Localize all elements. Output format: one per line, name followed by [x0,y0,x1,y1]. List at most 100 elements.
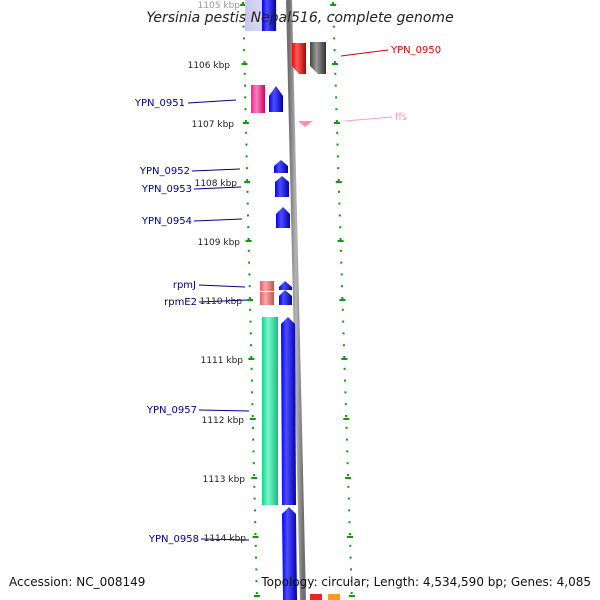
scale-dot [341,308,344,311]
scale-dot [340,273,343,276]
scale-dot [247,214,249,217]
feature-rpme2 [279,290,292,305]
scale-major-tick [335,181,342,183]
feature-rpme2-salmon [260,292,274,305]
tick-label-1107: 1107 kbp [192,120,235,130]
scale-major-tick [242,122,249,124]
feature-ypn-0953 [275,176,289,197]
scale-dot [350,592,353,594]
scale-dot [242,13,245,16]
scale-dot [243,49,246,52]
scale-dot [335,108,338,111]
scale-dot [347,474,349,476]
gene-label-ypn-0953[interactable]: YPN_0953 [141,184,192,195]
scale-major-tick [332,63,338,65]
gene-label-ypn-0958[interactable]: YPN_0958 [148,534,199,545]
scale-dot [249,332,252,335]
tick-label-1114: 1114 kbp [204,534,247,544]
scale-dot [250,356,253,358]
scale-dot [253,474,256,476]
scale-dot [249,308,252,311]
scale-dot [254,533,257,535]
gene-label-ypn-0950[interactable]: YPN_0950 [390,45,441,56]
scale-dot [253,485,256,488]
scale-dot [343,367,346,370]
scale-dot [342,332,345,335]
scale-dot [244,96,247,99]
scale-major-tick [348,595,355,597]
scale-dot [343,356,346,358]
scale-dot [252,462,255,465]
feature-rpmj [279,281,292,290]
scale-major-tick [240,4,247,6]
gene-label-ypn-0957[interactable]: YPN_0957 [146,405,197,416]
scale-dot [345,415,348,417]
scale-dot [254,544,257,547]
right-scale-dots [330,2,355,597]
scale-dot [245,167,248,170]
scale-major-tick [247,299,253,301]
scale-dot [251,415,254,417]
scale-dot [345,438,348,441]
scale-dot [242,37,245,40]
scale-dot [255,580,258,583]
scale-dot [332,2,335,4]
scale-dot [336,131,339,134]
scale-dot [350,580,353,583]
scale-dot [347,497,350,500]
gene-label-rpme2[interactable]: rpmE2 [164,297,197,308]
scale-dot [247,226,250,229]
scale-dot [341,297,344,299]
scale-major-tick [330,4,337,6]
scale-dot [253,509,256,512]
scale-dot [254,521,257,524]
scale-dot [346,462,349,465]
scale-major-tick [337,240,344,242]
scale-dot [334,72,337,75]
gene-label-ffs[interactable]: ffs [395,112,407,123]
scale-dot [338,190,340,193]
scale-dot [244,120,247,122]
gene-label-ypn-0952[interactable]: YPN_0952 [139,166,190,177]
gene-label-ypn-0954[interactable]: YPN_0954 [141,216,192,227]
scale-dot [249,320,252,323]
scale-dot [246,190,249,193]
scale-dot [253,497,256,500]
scale-dot [244,84,246,87]
feature-green-0957 [262,317,278,505]
scale-dot [255,568,258,571]
genome-backbone [286,0,306,600]
scale-dot [251,391,254,394]
feature-bottom-orange [328,594,340,600]
scale-major-tick [251,477,258,479]
scale-dot [338,214,341,217]
scale-major-tick [249,418,256,420]
feature-ypn-0952 [274,160,288,173]
scale-dot [247,238,250,240]
scale-dot [345,426,348,429]
scale-major-tick [245,240,252,242]
scale-dot [334,84,337,87]
label-leaders [187,49,393,541]
scale-dot [243,72,246,75]
scale-dot [333,37,336,40]
tick-label-1105: 1105 kbp [198,1,241,11]
scale-dot [250,379,253,382]
scale-dot [246,179,249,181]
scale-dot [252,450,255,453]
scale-dot [335,120,338,122]
scale-dot [336,143,339,146]
scale-dot [333,49,336,52]
gene-label-rpmj[interactable]: rpmJ [173,280,196,291]
scale-dot [252,426,254,429]
scale-dot [245,131,248,134]
scale-dot [342,344,345,347]
tick-label-1111: 1111 kbp [201,356,244,366]
gene-label-ypn-0951[interactable]: YPN_0951 [134,98,185,109]
feature-bottom-red [310,594,322,600]
scale-dot [248,285,251,288]
scale-dot [339,238,342,240]
scale-major-tick [333,122,340,124]
scale-dot [242,25,245,28]
feature-top-blue [262,0,276,31]
